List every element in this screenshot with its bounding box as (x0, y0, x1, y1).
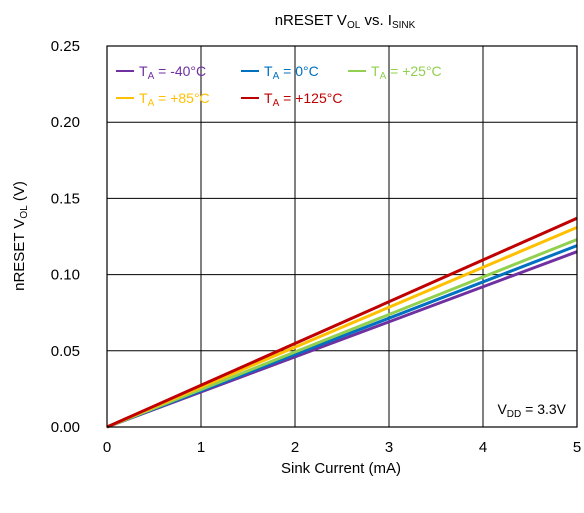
vdd-main: V (497, 401, 507, 417)
y-axis-label-main: nRESET V (11, 219, 28, 291)
chart-title-main: nRESET V (275, 12, 347, 29)
y-axis-label: nRESET VOL (V) (11, 181, 30, 291)
tick-labels: 0 1 2 3 4 5 0.00 0.05 0.10 0.15 0.20 0.25 (51, 38, 581, 456)
legend-label: TA = -40°C (139, 63, 206, 82)
legend: TA = -40°C TA = 0°C TA = +25°C TA = +85°C TA… (116, 63, 442, 109)
legend-label: TA = +25°C (371, 63, 442, 82)
series-line (106, 238, 578, 429)
chart-title: nRESET VOL vs. ISINK (275, 12, 416, 31)
y-axis-label-sub: OL (19, 205, 30, 219)
y-tick-label: 0.15 (51, 190, 80, 207)
legend-label: TA = +125°C (264, 90, 342, 109)
plot-area (106, 45, 578, 428)
vdd-rest: = 3.3V (521, 401, 566, 417)
chart-title-sub1: OL (347, 20, 361, 31)
x-axis-label: Sink Current (mA) (281, 460, 401, 477)
y-tick-label: 0.00 (51, 419, 80, 436)
y-tick-label: 0.05 (51, 343, 80, 360)
x-tick-label: 4 (479, 439, 487, 456)
vdd-sub: DD (507, 409, 521, 420)
x-tick-label: 2 (291, 439, 299, 456)
legend-item: TA = +85°C (116, 90, 210, 109)
grid (107, 46, 577, 427)
legend-item: TA = +125°C (241, 90, 342, 109)
legend-label: TA = +85°C (139, 90, 210, 109)
x-tick-label: 3 (385, 439, 393, 456)
legend-item: TA = -40°C (116, 63, 206, 82)
x-tick-label: 0 (103, 439, 111, 456)
y-tick-label: 0.25 (51, 38, 80, 55)
y-axis-label-unit: (V) (11, 181, 28, 205)
y-tick-label: 0.20 (51, 114, 80, 131)
chart-title-sub2: SINK (392, 20, 416, 31)
chart-title-mid: vs. I (360, 12, 392, 29)
x-tick-label: 1 (197, 439, 205, 456)
y-tick-label: 0.10 (51, 267, 80, 284)
legend-item: TA = 0°C (241, 63, 319, 82)
series-line (106, 216, 578, 429)
x-tick-label: 5 (573, 439, 581, 456)
series-lines (106, 216, 578, 429)
legend-item: TA = +25°C (348, 63, 442, 82)
vdd-annotation: VDD = 3.3V (497, 401, 566, 420)
legend-label: TA = 0°C (264, 63, 319, 82)
